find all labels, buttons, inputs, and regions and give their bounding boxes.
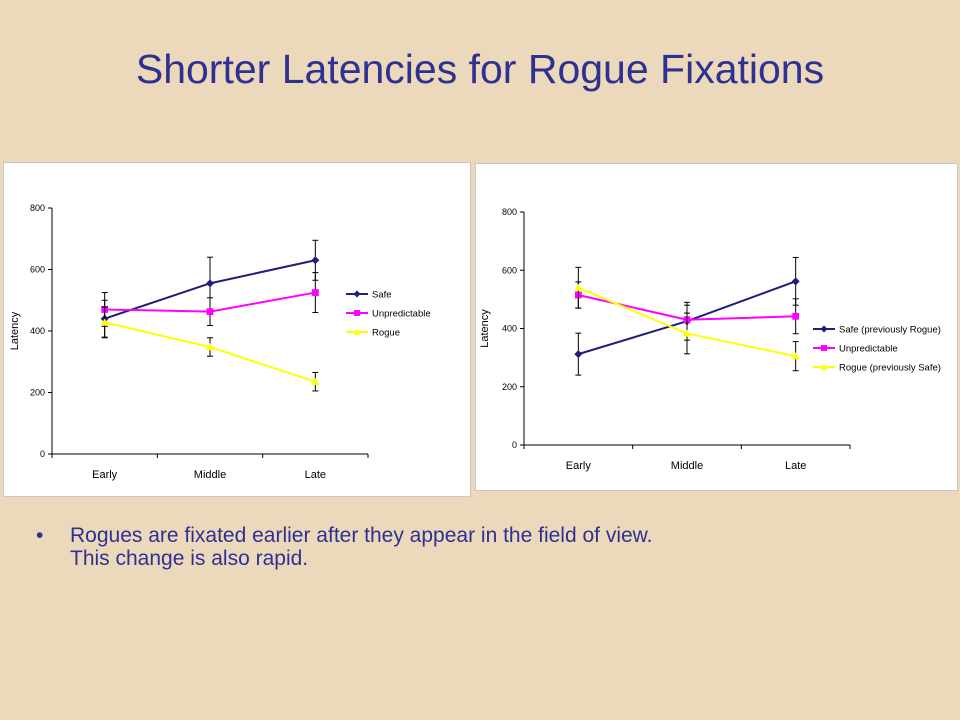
latency-chart-right: 0 200 400 600 800 Early Middle Late Latency Safe …: [479, 207, 941, 472]
data-point: [311, 377, 320, 385]
y-tick-label: 600: [502, 265, 517, 275]
chart-panel-right: 0 200 400 600 800 Early Middle Late Latency Safe …: [475, 163, 958, 491]
legend-label: Unpredictable: [839, 344, 898, 355]
bullet-line: This change is also rapid.: [70, 547, 309, 570]
y-axis-label: Latency: [479, 309, 491, 348]
y-tick-label: 600: [30, 265, 45, 275]
x-tick-label: Middle: [671, 460, 703, 472]
data-point: [574, 350, 583, 359]
x-tick-label: Early: [92, 469, 118, 481]
legend-marker: [820, 325, 828, 333]
y-tick-label: 200: [502, 382, 517, 392]
bullet-line: Rogues are fixated earlier after they ap…: [70, 524, 653, 547]
latency-chart-left: 0 200 400 600 800 Early Middle Late Latency Safe U…: [9, 203, 431, 481]
bullet-list: • Rogues are fixated earlier after they …: [36, 524, 916, 570]
data-point: [792, 312, 800, 320]
y-tick-label: 0: [512, 440, 517, 450]
x-tick-label: Middle: [194, 469, 226, 481]
slide-title: Shorter Latencies for Rogue Fixations: [135, 46, 825, 92]
legend-marker: [353, 290, 361, 298]
bullet-item: • Rogues are fixated earlier after they …: [36, 524, 916, 570]
y-tick-label: 0: [40, 449, 45, 459]
data-point: [311, 256, 320, 265]
y-tick-label: 400: [30, 326, 45, 336]
x-tick-label: Early: [566, 460, 592, 472]
y-tick-label: 800: [502, 207, 517, 217]
legend-label: Unpredictable: [372, 309, 431, 320]
legend-marker: [821, 345, 827, 351]
data-point: [206, 308, 214, 316]
legend-label: Safe: [372, 290, 392, 301]
y-tick-label: 400: [502, 324, 517, 334]
legend-marker: [354, 310, 360, 316]
chart-panel-left: 0 200 400 600 800 Early Middle Late Latency Safe U…: [3, 162, 471, 497]
legend-label: Rogue: [372, 328, 400, 339]
data-point: [206, 279, 214, 288]
data-point: [311, 289, 319, 296]
x-tick-label: Late: [785, 460, 806, 472]
legend-marker: [820, 363, 828, 370]
data-point: [791, 277, 800, 286]
legend-label: Rogue (previously Safe): [839, 363, 941, 374]
data-point: [206, 342, 214, 351]
y-axis-label: Latency: [9, 311, 21, 350]
data-point: [574, 283, 583, 291]
bullet-mark: •: [36, 524, 44, 547]
data-point: [683, 329, 691, 337]
data-point: [100, 318, 109, 326]
legend-label: Safe (previously Rogue): [839, 325, 941, 336]
y-tick-label: 800: [30, 203, 45, 213]
y-tick-label: 200: [30, 388, 45, 398]
legend-marker: [353, 328, 361, 335]
x-tick-label: Late: [305, 469, 326, 481]
data-point: [791, 352, 800, 360]
